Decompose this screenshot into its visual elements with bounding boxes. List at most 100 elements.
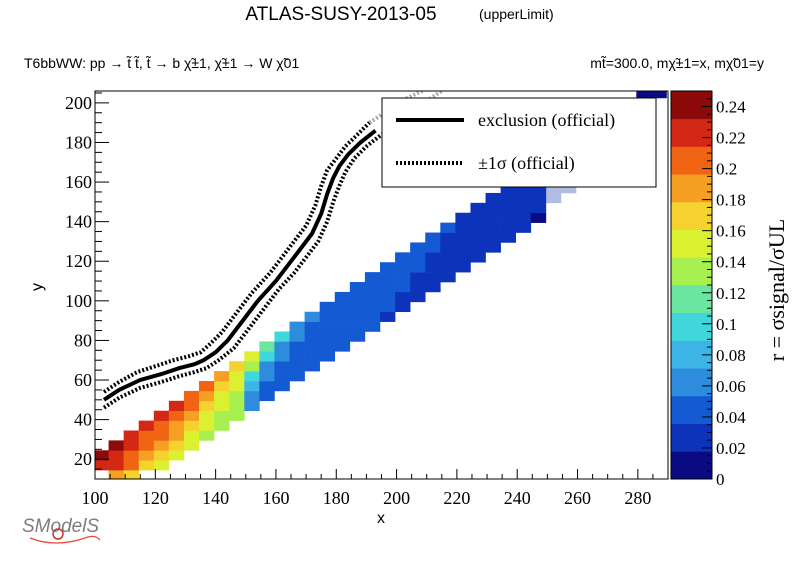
heatmap-cell [259, 341, 275, 352]
excluded-cell [545, 183, 562, 194]
heatmap-cell [410, 252, 426, 263]
heatmap-cell [138, 430, 155, 441]
heatmap-cell [530, 202, 547, 214]
heatmap-cell [485, 202, 501, 214]
heatmap-cell [379, 291, 396, 303]
colorbar-band [671, 451, 712, 480]
heatmap-cell [379, 311, 396, 322]
heatmap-cell [364, 321, 381, 332]
heatmap-cell [95, 450, 109, 461]
heatmap-cell [289, 341, 305, 352]
heatmap-cell [515, 202, 532, 214]
heatmap-cell [455, 212, 471, 223]
x-tick-label: 140 [202, 488, 229, 508]
heatmap-cell [168, 450, 185, 461]
x-tick-label: 260 [564, 488, 591, 508]
excluded-cell [545, 192, 562, 204]
heatmap-cell [123, 470, 140, 479]
heatmap-cell [289, 331, 305, 342]
heatmap-cell [199, 390, 215, 402]
y-axis-label: y [29, 283, 46, 291]
heatmap-cell [500, 222, 517, 233]
heatmap-cell [334, 331, 351, 342]
heatmap-cell [636, 91, 652, 99]
heatmap-cell [651, 91, 667, 99]
minus-1sigma-curve [102, 133, 383, 410]
colorbar-band [671, 423, 712, 452]
colorbar-tick-label: 0 [716, 470, 725, 489]
heatmap-cell [304, 361, 320, 372]
colorbar-band [671, 201, 712, 230]
heatmap-cell [440, 242, 456, 253]
heatmap-cell [379, 282, 396, 293]
colorbar-band [671, 146, 712, 175]
heatmap-cell [319, 331, 336, 342]
x-tick-label: 100 [82, 488, 109, 508]
colorbar-gradient [671, 91, 712, 480]
mass-label: mt̃=300.0, mχ̃±1=x, mχ̃01=y [590, 55, 764, 71]
heatmap-cell [289, 361, 305, 372]
heatmap-cell [425, 262, 441, 273]
heatmap-cell [229, 371, 245, 382]
heatmap-cell [364, 291, 381, 303]
heatmap-cell [183, 420, 200, 431]
heatmap-cell [334, 301, 351, 313]
heatmap-cell [108, 450, 124, 461]
heatmap-cell [440, 262, 456, 273]
heatmap-cell [349, 331, 366, 342]
heatmap-cell [304, 341, 320, 352]
heatmap-cell [123, 450, 140, 461]
heatmap-cell [153, 460, 170, 471]
heatmap-cell [364, 301, 381, 313]
heatmap-cell [379, 262, 396, 273]
heatmap-cell [199, 420, 215, 431]
heatmap-cell [470, 242, 486, 253]
heatmap-cell [515, 192, 532, 204]
heatmap-cell [530, 212, 547, 223]
heatmap-cell [229, 410, 245, 421]
logo-swoosh-icon [29, 535, 101, 544]
y-axis-ticks: 20 40 60 80 100 120 140 160 180 200 [65, 92, 109, 480]
heatmap-cell [244, 361, 260, 372]
heatmap-cell [410, 291, 426, 303]
heatmap-cell [425, 232, 441, 243]
heatmap-cell [153, 410, 170, 421]
colorbar-tick-label: 0.06 [716, 377, 746, 396]
x-tick-label: 280 [624, 488, 651, 508]
y-tick-label: 120 [65, 251, 92, 271]
heatmap-cell [530, 192, 547, 204]
heatmap-cell [395, 301, 411, 313]
heatmap-cell [304, 311, 320, 322]
heatmap-cell [485, 232, 501, 243]
heatmap-cell [500, 192, 517, 204]
heatmap-cell [410, 272, 426, 283]
heatmap-cell [123, 430, 140, 441]
heatmap-cell [500, 232, 517, 243]
heatmap-cell [470, 212, 486, 223]
heatmap-cell [425, 242, 441, 253]
y-tick-label: 180 [65, 132, 92, 152]
plus-1sigma-curve [102, 121, 371, 394]
x-tick-label: 200 [383, 488, 410, 508]
heatmap-cell [395, 262, 411, 273]
heatmap-cell [183, 390, 200, 402]
heatmap-cell [244, 400, 260, 412]
heatmap-cell [410, 282, 426, 293]
heatmap-cell [153, 440, 170, 451]
x-tick-label: 120 [142, 488, 169, 508]
heatmap-cell [455, 222, 471, 233]
heatmap-cell [470, 232, 486, 243]
legend-box [381, 97, 657, 188]
heatmap-cell [138, 450, 155, 461]
legend-entry-exclusion: exclusion (official) [478, 110, 615, 131]
heatmap-cell [349, 282, 366, 293]
heatmap-cell [440, 222, 456, 233]
x-axis-label: x [377, 510, 385, 527]
y-tick-label: 60 [74, 370, 92, 390]
heatmap-cell [515, 183, 532, 194]
heatmap-cell [153, 420, 170, 431]
heatmap-cell [395, 282, 411, 293]
heatmap-cell [395, 252, 411, 263]
heatmap-cell [183, 430, 200, 441]
